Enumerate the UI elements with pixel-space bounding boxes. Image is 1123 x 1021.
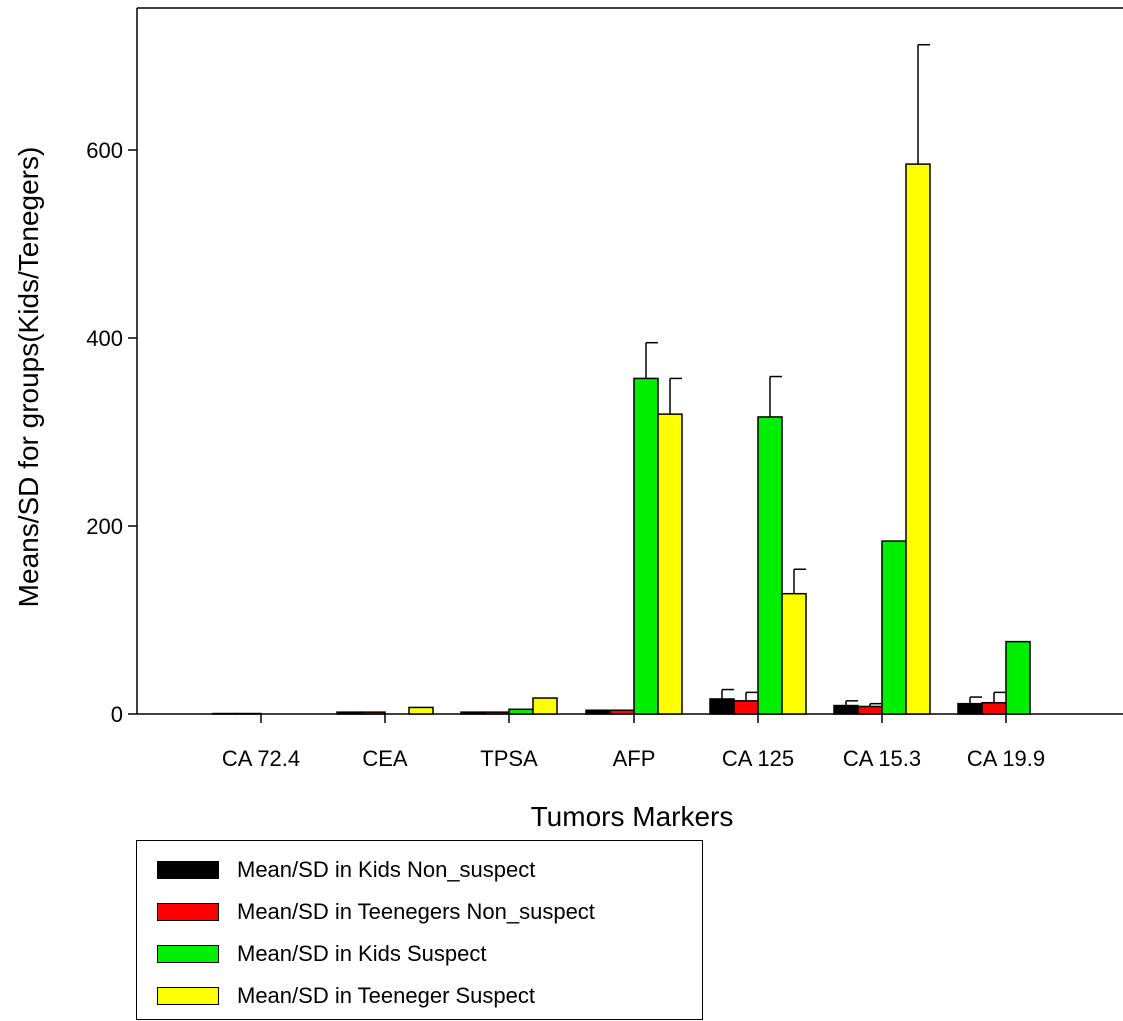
legend-swatch [157,945,219,963]
bar [733,700,759,715]
legend: Mean/SD in Kids Non_suspect Mean/SD in T… [136,840,703,1020]
bar [360,711,386,715]
x-tick-label: AFP [613,746,656,771]
bar [408,706,434,715]
axes [128,7,1123,723]
legend-swatch [157,861,219,879]
error-bars [645,43,1006,707]
legend-item-teeneger-suspect: Mean/SD in Teeneger Suspect [157,981,535,1011]
x-tick-label: CEA [362,746,408,771]
bar [709,698,735,715]
bar [981,701,1007,715]
bar [609,709,635,715]
x-tick-labels: CA 72.4 CEA TPSA AFP CA 125 CA 15.3 CA 19.9 [222,746,1045,771]
bar [957,702,983,715]
x-tick-label: CA 15.3 [843,746,921,771]
y-tick-label: 200 [86,514,123,539]
legend-item-kids-suspect: Mean/SD in Kids Suspect [157,939,486,969]
legend-swatch [157,903,219,921]
legend-label: Mean/SD in Kids Suspect [237,941,487,966]
bar [881,540,907,715]
legend-label: Mean/SD in Teenegers Non_suspect [237,899,595,924]
x-tick-label: CA 72.4 [222,746,300,771]
x-axis-label: Tumors Markers [531,801,734,832]
x-tick-label: CA 125 [722,746,794,771]
chart: CA 72.4 CEA TPSA AFP CA 125 CA 15.3 CA 19.9 0 2… [13,7,1123,832]
bar [484,711,510,715]
y-tick-label: 0 [111,702,123,727]
x-tick-label: CA 19.9 [967,746,1045,771]
bar [757,416,783,715]
bar [657,413,683,715]
legend-item-teenegers-non-suspect: Mean/SD in Teenegers Non_suspect [157,897,595,927]
x-tick-label: TPSA [480,746,538,771]
bar [905,163,931,715]
bar [857,705,883,715]
bar [460,711,486,715]
bar [833,704,859,715]
bars [212,163,1031,715]
y-tick-labels: 0 200 400 600 [86,138,123,727]
legend-swatch [157,987,219,1005]
legend-item-kids-non-suspect: Mean/SD in Kids Non_suspect [157,855,535,885]
y-axis-label: Means/SD for groups(Kids/Tenegers) [13,147,44,608]
legend-label: Mean/SD in Kids Non_suspect [237,857,536,882]
bar [633,377,659,715]
y-tick-label: 400 [86,326,123,351]
bar [336,711,362,715]
bar [1005,640,1031,715]
bar [781,592,807,715]
legend-label: Mean/SD in Teeneger Suspect [237,983,535,1008]
bar [585,709,611,715]
bar [508,708,534,715]
bar [532,697,558,715]
y-tick-label: 600 [86,138,123,163]
